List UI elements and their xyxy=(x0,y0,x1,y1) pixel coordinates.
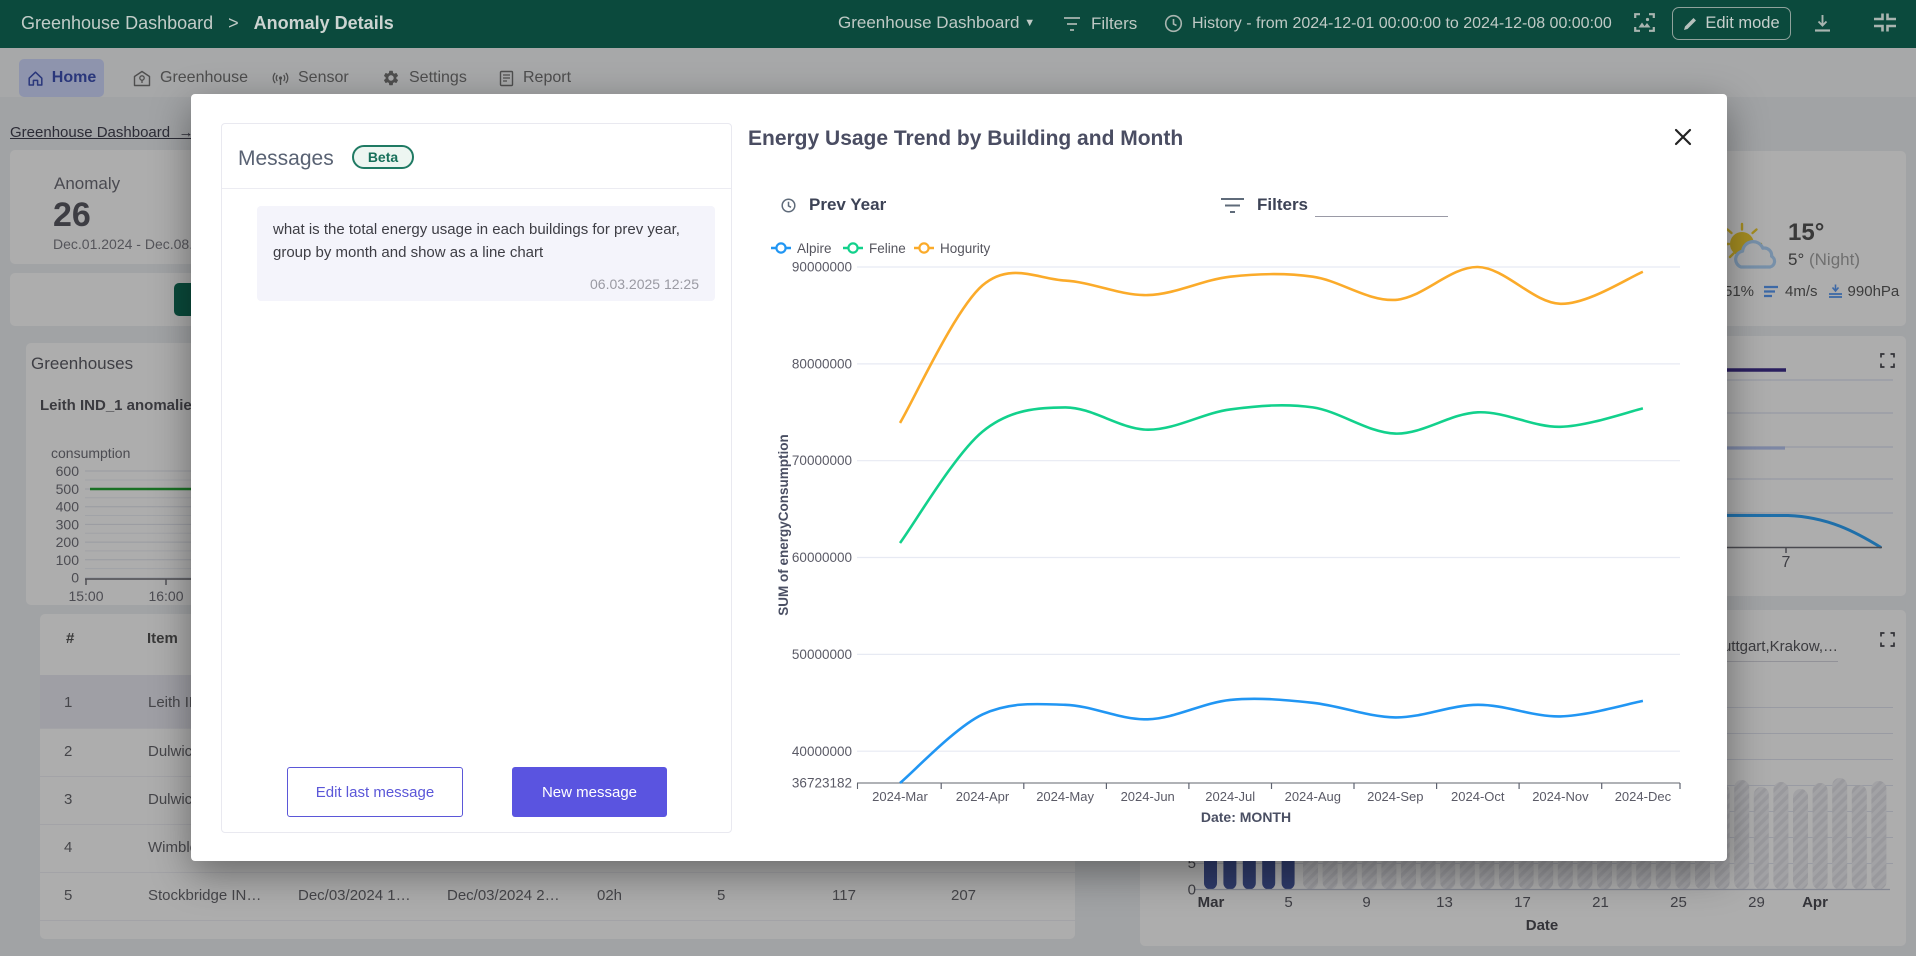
svg-text:500: 500 xyxy=(56,481,80,497)
svg-text:Feline: Feline xyxy=(869,241,906,256)
svg-text:9: 9 xyxy=(1362,894,1370,911)
svg-text:SUM of energyConsumption: SUM of energyConsumption xyxy=(776,434,791,616)
svg-text:2024-May: 2024-May xyxy=(1036,789,1094,804)
svg-text:60000000: 60000000 xyxy=(792,550,852,565)
svg-text:2024-Dec: 2024-Dec xyxy=(1615,789,1672,804)
svg-text:17: 17 xyxy=(1514,894,1531,911)
svg-text:2024-Apr: 2024-Apr xyxy=(956,789,1010,804)
svg-text:25: 25 xyxy=(1670,894,1687,911)
svg-text:Hogurity: Hogurity xyxy=(940,241,991,256)
svg-text:2024-Sep: 2024-Sep xyxy=(1367,789,1423,804)
svg-text:Date: Date xyxy=(1526,917,1559,934)
svg-text:50000000: 50000000 xyxy=(792,647,852,662)
svg-text:15:00: 15:00 xyxy=(68,588,103,604)
svg-text:2024-Jun: 2024-Jun xyxy=(1121,789,1175,804)
svg-text:5: 5 xyxy=(1188,855,1196,872)
svg-text:2024-Nov: 2024-Nov xyxy=(1532,789,1589,804)
svg-text:600: 600 xyxy=(56,463,80,479)
svg-text:2024-Mar: 2024-Mar xyxy=(872,789,928,804)
svg-text:0: 0 xyxy=(1188,882,1196,899)
svg-text:7: 7 xyxy=(1782,554,1791,571)
svg-text:40000000: 40000000 xyxy=(792,744,852,759)
svg-text:70000000: 70000000 xyxy=(792,453,852,468)
svg-text:16:00: 16:00 xyxy=(148,588,183,604)
svg-text:Apr: Apr xyxy=(1802,894,1828,911)
svg-text:Date: MONTH: Date: MONTH xyxy=(1201,809,1291,825)
svg-text:200: 200 xyxy=(56,534,80,550)
svg-text:80000000: 80000000 xyxy=(792,356,852,371)
svg-text:13: 13 xyxy=(1436,894,1453,911)
svg-text:2024-Aug: 2024-Aug xyxy=(1285,789,1341,804)
svg-text:Mar: Mar xyxy=(1198,894,1225,911)
svg-text:21: 21 xyxy=(1592,894,1609,911)
svg-text:300: 300 xyxy=(56,516,80,532)
svg-text:5: 5 xyxy=(1284,894,1292,911)
svg-text:2024-Jul: 2024-Jul xyxy=(1205,789,1255,804)
svg-text:90000000: 90000000 xyxy=(792,260,852,275)
svg-text:Alpire: Alpire xyxy=(797,241,832,256)
svg-text:29: 29 xyxy=(1748,894,1765,911)
svg-text:36723182: 36723182 xyxy=(792,776,852,791)
svg-text:100: 100 xyxy=(56,552,80,568)
svg-text:2024-Oct: 2024-Oct xyxy=(1451,789,1505,804)
svg-text:400: 400 xyxy=(56,499,80,515)
svg-text:0: 0 xyxy=(71,570,79,586)
